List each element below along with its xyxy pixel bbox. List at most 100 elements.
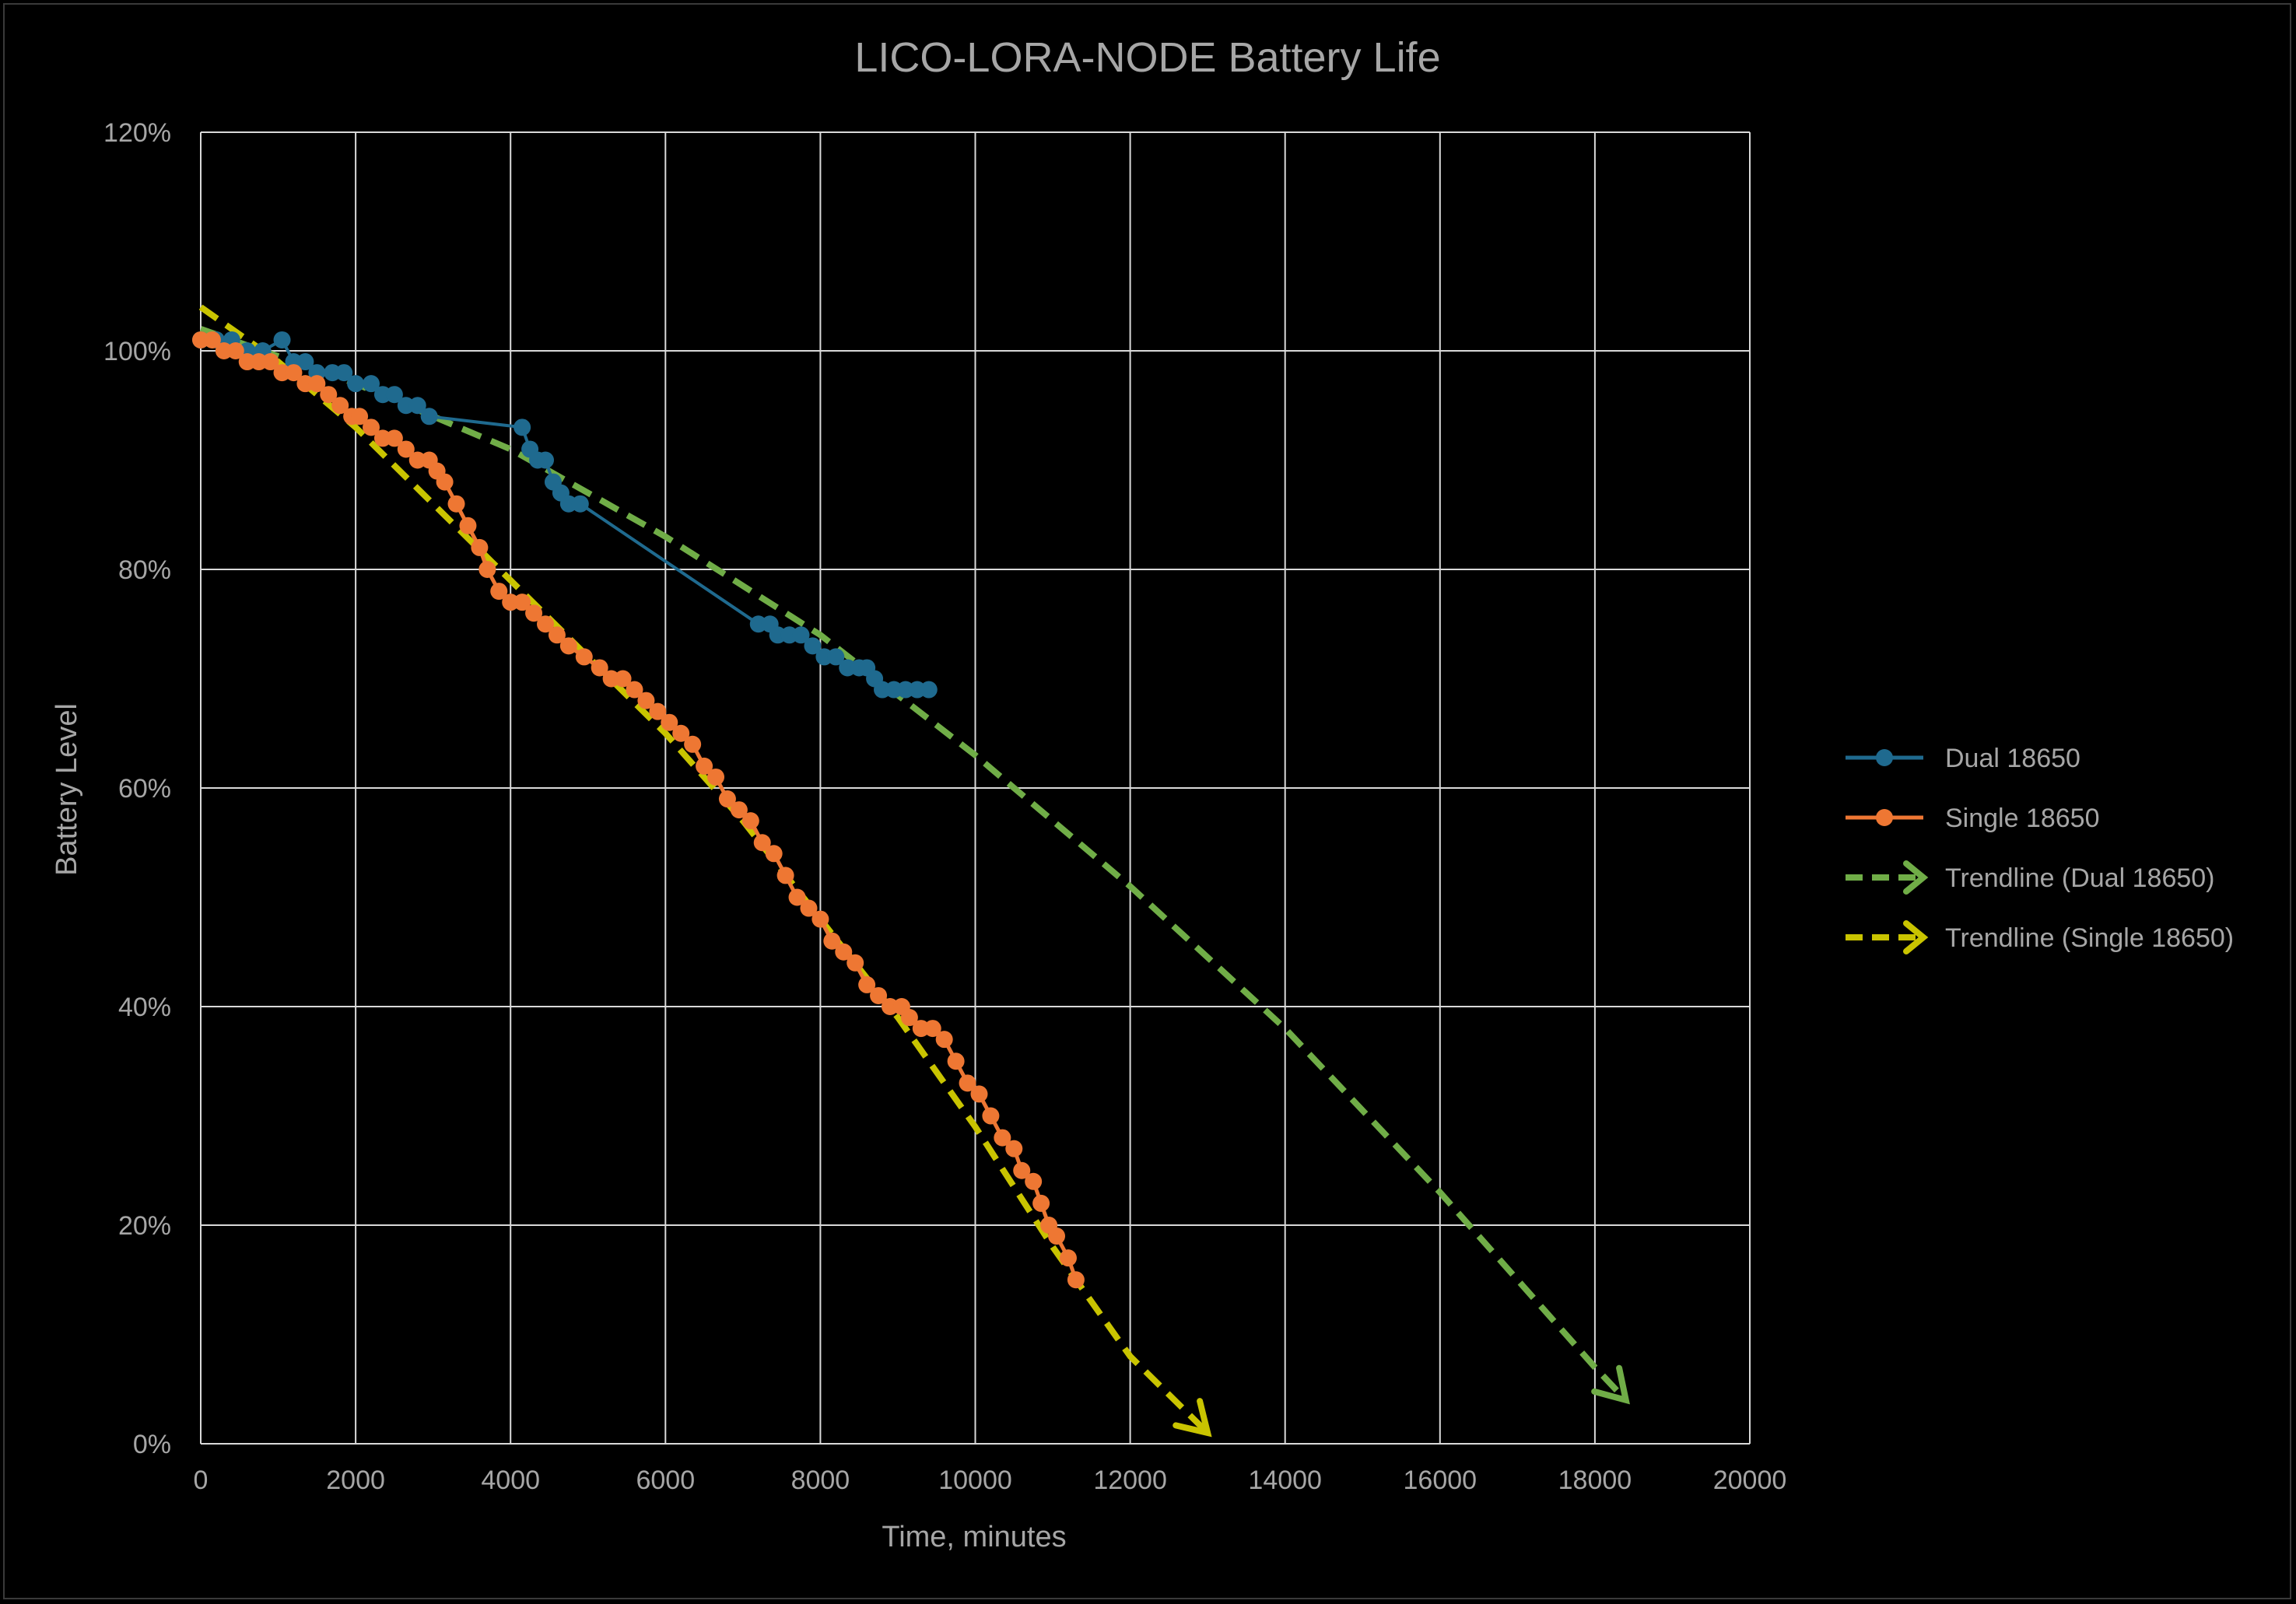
- data-point-series-1: [994, 1129, 1011, 1147]
- data-point-series-1: [924, 1020, 941, 1038]
- x-tick-label: 10000: [938, 1466, 1012, 1495]
- data-point-series-1: [478, 561, 496, 578]
- data-point-series-1: [203, 331, 221, 348]
- series-arrowhead-3: [1173, 1398, 1212, 1438]
- y-tick-label: 40%: [118, 993, 171, 1022]
- data-point-series-0: [920, 681, 938, 699]
- chart-title: LICO-LORA-NODE Battery Life: [854, 34, 1440, 81]
- data-point-series-1: [459, 517, 477, 534]
- data-point-series-1: [741, 812, 759, 830]
- data-point-series-1: [823, 932, 841, 950]
- data-point-series-1: [490, 583, 508, 601]
- legend-swatch-marker: [1876, 749, 1893, 766]
- data-point-series-0: [536, 451, 554, 469]
- data-point-series-1: [559, 637, 577, 655]
- data-point-series-1: [1067, 1271, 1085, 1289]
- legend-label: Trendline (Single 18650): [1945, 923, 2234, 953]
- y-tick-label: 120%: [103, 118, 171, 148]
- data-point-series-1: [811, 910, 829, 928]
- data-point-series-0: [827, 648, 845, 666]
- x-tick-label: 20000: [1713, 1466, 1787, 1495]
- series-arrowhead-2: [1591, 1364, 1630, 1405]
- data-point-series-1: [285, 364, 303, 382]
- data-point-series-1: [447, 495, 465, 513]
- data-point-series-1: [1032, 1194, 1050, 1212]
- data-point-series-1: [385, 429, 403, 447]
- data-point-series-1: [947, 1052, 965, 1070]
- y-tick-label: 100%: [103, 337, 171, 366]
- data-point-series-1: [707, 768, 725, 786]
- data-point-series-0: [420, 408, 438, 426]
- data-point-series-0: [335, 364, 353, 382]
- data-point-series-0: [296, 353, 314, 371]
- data-point-series-1: [788, 888, 806, 906]
- data-point-series-1: [1013, 1161, 1031, 1179]
- data-point-series-1: [536, 615, 554, 633]
- x-tick-label: 16000: [1404, 1466, 1478, 1495]
- series-line-2: [199, 326, 1628, 1403]
- data-point-series-1: [331, 397, 349, 415]
- data-point-series-0: [571, 495, 589, 513]
- data-point-series-1: [684, 735, 702, 753]
- legend-item-0: Dual 18650: [1846, 744, 2080, 773]
- data-point-series-1: [835, 943, 853, 961]
- data-point-series-0: [804, 637, 822, 655]
- data-point-series-1: [591, 659, 608, 677]
- data-point-series-0: [363, 375, 380, 393]
- data-point-series-1: [661, 713, 678, 731]
- series-line-3: [198, 304, 1211, 1435]
- legend-swatch-arrow: [1903, 920, 1929, 954]
- x-tick-label: 2000: [326, 1466, 385, 1495]
- x-axis-ticks: 0 2000 4000 6000 8000 10000 12000 14000 16000 180…: [194, 1466, 1787, 1495]
- data-point-series-1: [1025, 1172, 1043, 1190]
- legend-swatch-marker: [1876, 809, 1893, 826]
- data-point-series-1: [1059, 1249, 1077, 1267]
- x-tick-label: 0: [194, 1466, 209, 1495]
- x-tick-label: 18000: [1558, 1466, 1632, 1495]
- legend-label: Trendline (Dual 18650): [1945, 863, 2215, 893]
- data-point-series-1: [436, 473, 454, 491]
- data-point-series-1: [514, 594, 531, 611]
- data-point-series-1: [765, 845, 783, 863]
- data-point-series-1: [397, 440, 415, 458]
- data-point-series-1: [471, 538, 489, 556]
- data-point-series-0: [408, 397, 426, 415]
- data-point-series-1: [626, 681, 643, 699]
- data-point-series-1: [525, 604, 543, 622]
- y-tick-label: 0%: [133, 1430, 171, 1459]
- legend-swatch-arrow: [1903, 860, 1929, 895]
- y-axis-label: Battery Level: [51, 703, 83, 876]
- data-point-series-1: [935, 1031, 953, 1049]
- x-tick-label: 12000: [1093, 1466, 1167, 1495]
- data-point-series-1: [226, 342, 244, 359]
- y-tick-label: 20%: [118, 1211, 171, 1241]
- data-point-series-1: [847, 954, 864, 972]
- x-tick-label: 6000: [636, 1466, 695, 1495]
- y-tick-label: 80%: [118, 555, 171, 585]
- legend: Dual 18650 Single 18650 Trendline (Dual 18…: [1846, 744, 2234, 954]
- data-point-series-1: [718, 790, 736, 808]
- legend-item-3: Trendline (Single 18650): [1846, 920, 2234, 954]
- y-tick-label: 60%: [118, 774, 171, 804]
- data-point-series-1: [800, 899, 818, 917]
- legend-label: Single 18650: [1945, 804, 2100, 833]
- grid: [200, 131, 1751, 1445]
- data-point-series-1: [776, 867, 794, 884]
- data-point-series-1: [308, 375, 326, 393]
- data-point-series-1: [672, 724, 690, 742]
- data-point-series-1: [363, 419, 380, 436]
- legend-item-2: Trendline (Dual 18650): [1846, 860, 2215, 895]
- data-point-series-0: [792, 626, 810, 644]
- data-point-series-1: [753, 834, 771, 852]
- data-point-series-1: [1048, 1228, 1066, 1245]
- data-point-series-0: [347, 375, 365, 393]
- data-point-series-1: [982, 1107, 1000, 1125]
- data-point-series-1: [320, 386, 338, 404]
- data-point-series-1: [1005, 1140, 1023, 1157]
- x-tick-label: 14000: [1248, 1466, 1322, 1495]
- data-point-series-1: [637, 692, 655, 709]
- y-axis-ticks: 0% 20% 40% 60% 80% 100% 120%: [103, 118, 171, 1459]
- data-point-series-1: [261, 353, 279, 371]
- data-point-series-0: [514, 419, 531, 436]
